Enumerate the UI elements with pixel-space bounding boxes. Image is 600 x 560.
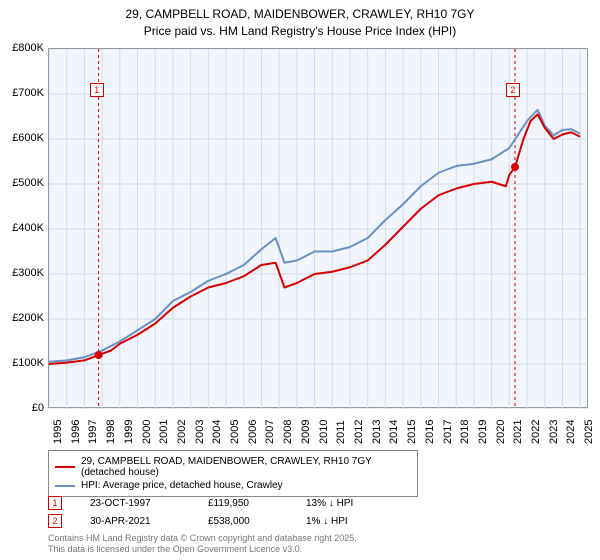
y-tick-label: £200K: [12, 312, 44, 324]
x-tick-label: 2011: [335, 420, 347, 444]
x-tick-label: 2000: [141, 420, 153, 444]
x-tick-label: 2005: [229, 420, 241, 444]
x-tick-label: 2025: [583, 420, 595, 444]
row-delta: 1% ↓ HPI: [306, 516, 348, 527]
x-tick-label: 2017: [442, 420, 454, 444]
legend-label: HPI: Average price, detached house, Craw…: [81, 480, 283, 491]
table-row: 1 23-OCT-1997 £119,950 13% ↓ HPI: [48, 494, 353, 512]
legend-swatch: [55, 485, 75, 487]
x-tick-label: 2006: [247, 420, 259, 444]
footer-line1: Contains HM Land Registry data © Crown c…: [48, 533, 357, 545]
x-tick-label: 2009: [300, 420, 312, 444]
x-tick-label: 2012: [353, 420, 365, 444]
y-tick-label: £800K: [12, 42, 44, 54]
x-tick-label: 2008: [282, 420, 294, 444]
y-tick-label: £700K: [12, 87, 44, 99]
y-tick-label: £100K: [12, 357, 44, 369]
x-axis: 1995 1996 1997 1998 1999 2000 2001 2002 2003 2004…: [48, 412, 588, 452]
chart-area: £0£100K£200K£300K£400K£500K£600K£700K£80…: [48, 48, 588, 408]
x-tick-label: 2015: [406, 420, 418, 444]
chart-title: 29, CAMPBELL ROAD, MAIDENBOWER, CRAWLEY,…: [0, 0, 600, 40]
row-price: £538,000: [208, 516, 278, 527]
y-tick-label: £0: [32, 402, 44, 414]
x-tick-label: 2018: [459, 420, 471, 444]
x-tick-label: 2021: [512, 420, 524, 444]
x-tick-label: 1997: [87, 420, 99, 444]
row-date: 30-APR-2021: [90, 516, 180, 527]
x-tick-label: 2001: [158, 420, 170, 444]
x-tick-label: 2002: [176, 420, 188, 444]
x-tick-label: 2014: [388, 420, 400, 444]
x-tick-label: 2004: [211, 420, 223, 444]
row-date: 23-OCT-1997: [90, 498, 180, 509]
x-tick-label: 2010: [318, 420, 330, 444]
title-line2: Price paid vs. HM Land Registry's House …: [0, 23, 600, 40]
annotation-marker: 2: [506, 83, 520, 97]
x-tick-label: 2007: [264, 420, 276, 444]
row-marker: 1: [48, 496, 62, 510]
x-tick-label: 1999: [123, 420, 135, 444]
legend-item: HPI: Average price, detached house, Craw…: [55, 479, 411, 492]
x-tick-label: 1996: [70, 420, 82, 444]
transaction-table: 1 23-OCT-1997 £119,950 13% ↓ HPI 2 30-APR-202…: [48, 494, 353, 530]
plot-svg: [49, 49, 589, 409]
annotation-marker: 1: [90, 83, 104, 97]
x-tick-label: 2016: [424, 420, 436, 444]
legend-swatch: [55, 466, 75, 468]
footer-attribution: Contains HM Land Registry data © Crown c…: [48, 533, 357, 556]
x-tick-label: 2023: [548, 420, 560, 444]
row-marker: 2: [48, 514, 62, 528]
footer-line2: This data is licensed under the Open Gov…: [48, 544, 357, 556]
x-tick-label: 2019: [477, 420, 489, 444]
x-tick-label: 2003: [194, 420, 206, 444]
legend-label: 29, CAMPBELL ROAD, MAIDENBOWER, CRAWLEY,…: [81, 456, 411, 478]
y-tick-label: £600K: [12, 132, 44, 144]
y-axis: £0£100K£200K£300K£400K£500K£600K£700K£80…: [4, 48, 44, 408]
y-tick-label: £400K: [12, 222, 44, 234]
plot-region: 12: [48, 48, 588, 408]
x-tick-label: 1995: [52, 420, 64, 444]
x-tick-label: 2024: [565, 420, 577, 444]
y-tick-label: £500K: [12, 177, 44, 189]
y-tick-label: £300K: [12, 267, 44, 279]
legend: 29, CAMPBELL ROAD, MAIDENBOWER, CRAWLEY,…: [48, 450, 418, 497]
x-tick-label: 1998: [105, 420, 117, 444]
x-tick-label: 2022: [530, 420, 542, 444]
row-price: £119,950: [208, 498, 278, 509]
title-line1: 29, CAMPBELL ROAD, MAIDENBOWER, CRAWLEY,…: [0, 6, 600, 23]
x-tick-label: 2020: [495, 420, 507, 444]
legend-item: 29, CAMPBELL ROAD, MAIDENBOWER, CRAWLEY,…: [55, 455, 411, 479]
row-delta: 13% ↓ HPI: [306, 498, 353, 509]
x-tick-label: 2013: [371, 420, 383, 444]
table-row: 2 30-APR-2021 £538,000 1% ↓ HPI: [48, 512, 353, 530]
